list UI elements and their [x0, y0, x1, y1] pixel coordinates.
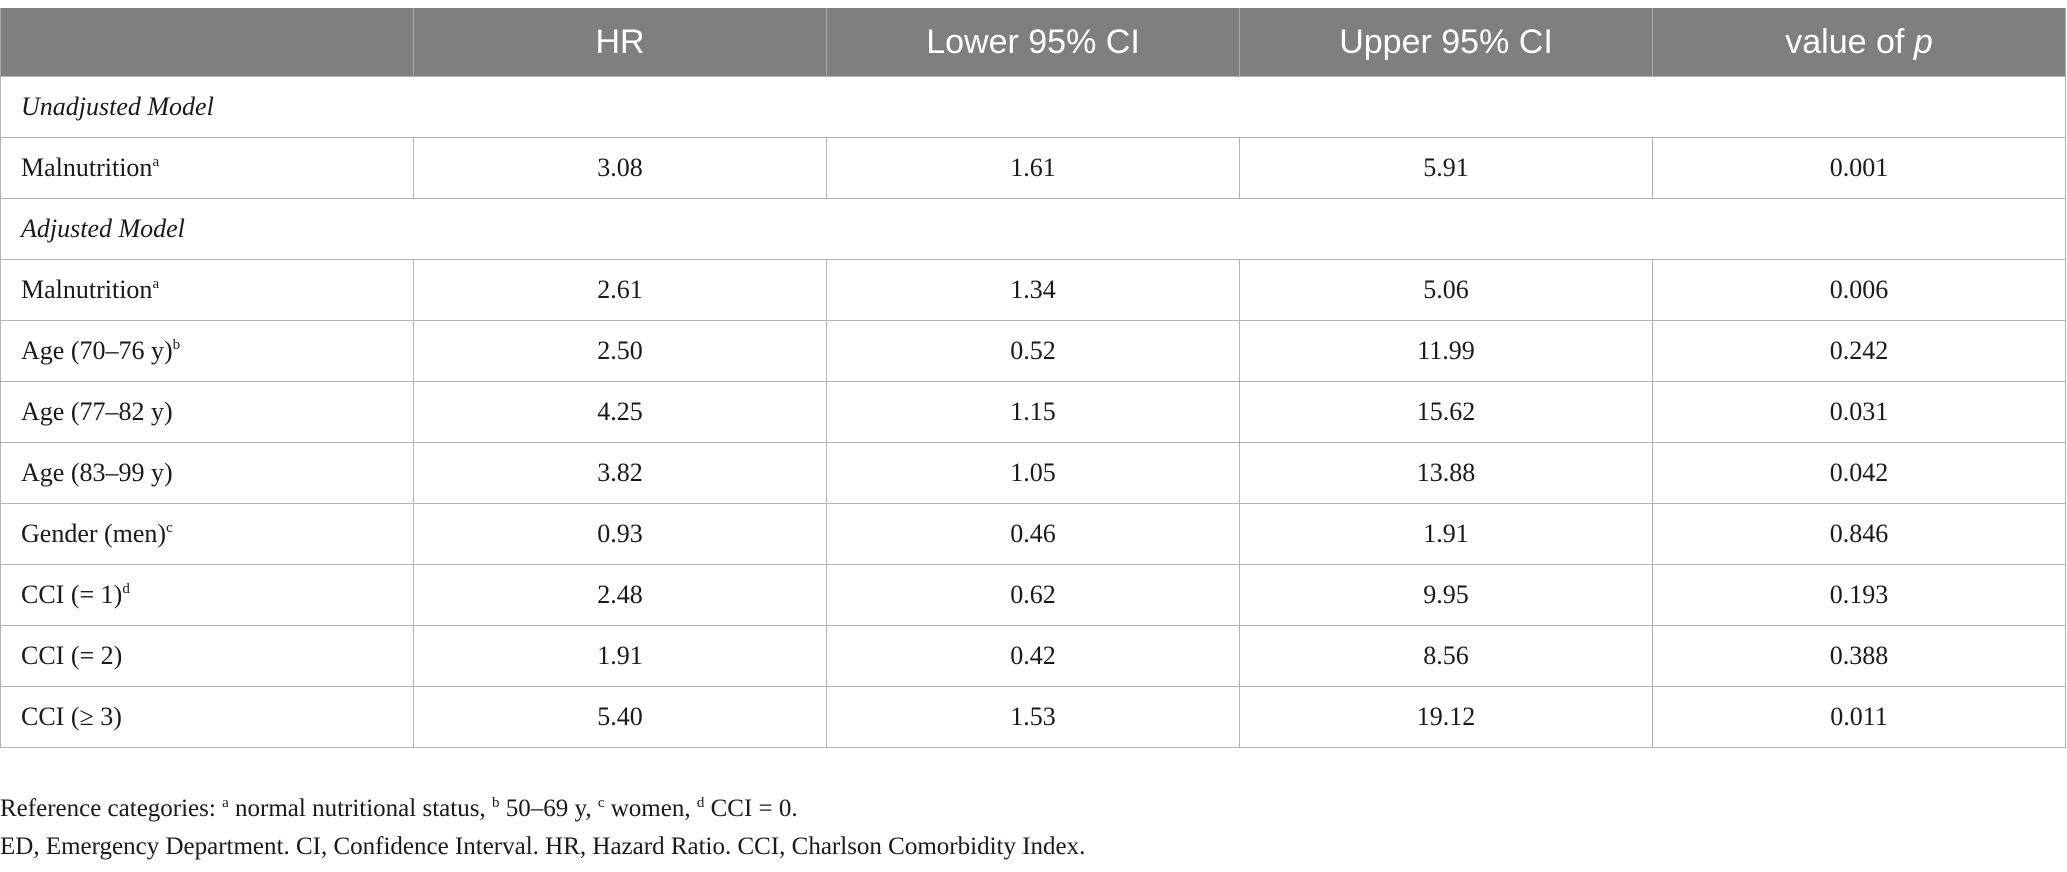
header-p-value-text: value of	[1785, 22, 1905, 61]
upper-ci-cell: 9.95	[1239, 564, 1653, 626]
hr-cell: 2.61	[413, 259, 827, 321]
table-row: CCI (≥ 3) 5.40 1.53 19.12 0.011	[0, 686, 2066, 748]
footnote-marker: d	[122, 581, 130, 597]
table-footnotes: Reference categories: a normal nutrition…	[0, 790, 2060, 866]
upper-ci-cell: 5.91	[1239, 137, 1653, 199]
p-value-cell: 0.001	[1652, 137, 2066, 199]
footnote-marker: c	[166, 520, 173, 536]
lower-ci-cell: 1.34	[826, 259, 1240, 321]
footnote-marker: b	[172, 337, 181, 353]
footnote-marker: a	[152, 276, 160, 292]
footnote-marker: d	[696, 795, 705, 811]
lower-ci-cell: 1.61	[826, 137, 1240, 199]
lower-ci-cell: 0.62	[826, 564, 1240, 626]
p-value-cell: 0.031	[1652, 381, 2066, 443]
upper-ci-cell: 11.99	[1239, 320, 1653, 382]
header-variable	[0, 8, 414, 77]
header-lower-ci: Lower 95% CI	[826, 8, 1240, 77]
hr-cell: 1.91	[413, 625, 827, 687]
p-value-cell: 0.011	[1652, 686, 2066, 748]
reference-categories-note: Reference categories: a normal nutrition…	[0, 790, 2060, 828]
hr-cell: 3.82	[413, 442, 827, 504]
p-value-cell: 0.006	[1652, 259, 2066, 321]
row-label-cell: CCI (≥ 3)	[0, 686, 414, 748]
row-label: Age (70–76 y)	[21, 336, 173, 365]
p-value-cell: 0.388	[1652, 625, 2066, 687]
header-upper-ci: Upper 95% CI	[1239, 8, 1653, 77]
upper-ci-cell: 1.91	[1239, 503, 1653, 565]
row-label: CCI (= 1)	[21, 580, 123, 609]
reference-item-text: normal nutritional status,	[228, 795, 492, 822]
reference-prefix: Reference categories:	[0, 795, 223, 822]
hr-cell: 4.25	[413, 381, 827, 443]
table-row: CCI (= 2) 1.91 0.42 8.56 0.388	[0, 625, 2066, 687]
row-label: Age (83–99 y)	[21, 458, 173, 487]
section-title: Unadjusted Model	[0, 76, 2066, 138]
header-row: HR Lower 95% CI Upper 95% CI value of p	[0, 8, 2066, 77]
abbreviations-note: ED, Emergency Department. CI, Confidence…	[0, 833, 1086, 860]
section-row: Unadjusted Model	[0, 76, 2066, 138]
row-label: Gender (men)	[21, 519, 167, 548]
table-row: Malnutritiona 3.08 1.61 5.91 0.001	[0, 137, 2066, 199]
table-row: CCI (= 1)d 2.48 0.62 9.95 0.193	[0, 564, 2066, 626]
row-label-cell: Age (70–76 y)b	[0, 320, 414, 382]
lower-ci-cell: 1.05	[826, 442, 1240, 504]
p-value-cell: 0.846	[1652, 503, 2066, 565]
lower-ci-cell: 1.53	[826, 686, 1240, 748]
reference-item-text: 50–69 y,	[499, 795, 598, 822]
row-label-cell: Gender (men)c	[0, 503, 414, 565]
table-row: Age (70–76 y)b 2.50 0.52 11.99 0.242	[0, 320, 2066, 382]
p-value-cell: 0.193	[1652, 564, 2066, 626]
hr-cell: 3.08	[413, 137, 827, 199]
footnote-marker: c	[597, 795, 605, 811]
table-row: Malnutritiona 2.61 1.34 5.06 0.006	[0, 259, 2066, 321]
upper-ci-cell: 19.12	[1239, 686, 1653, 748]
row-label-cell: Malnutritiona	[0, 259, 414, 321]
table-row: Gender (men)c 0.93 0.46 1.91 0.846	[0, 503, 2066, 565]
header-p-value: value of p	[1652, 8, 2066, 77]
row-label-cell: CCI (= 2)	[0, 625, 414, 687]
p-value-cell: 0.042	[1652, 442, 2066, 504]
reference-item-text: CCI = 0.	[704, 795, 798, 822]
row-label-cell: Age (77–82 y)	[0, 381, 414, 443]
footnote-marker: a	[222, 795, 229, 811]
row-label: Malnutrition	[21, 153, 153, 182]
header-p-symbol: p	[1913, 22, 1933, 61]
lower-ci-cell: 1.15	[826, 381, 1240, 443]
upper-ci-cell: 15.62	[1239, 381, 1653, 443]
hr-cell: 2.50	[413, 320, 827, 382]
header-hr: HR	[413, 8, 827, 77]
footnote-marker: b	[491, 795, 500, 811]
hr-cell: 0.93	[413, 503, 827, 565]
table-row: Age (83–99 y) 3.82 1.05 13.88 0.042	[0, 442, 2066, 504]
upper-ci-cell: 13.88	[1239, 442, 1653, 504]
section-title: Adjusted Model	[0, 198, 2066, 260]
upper-ci-cell: 8.56	[1239, 625, 1653, 687]
footnote-marker: a	[152, 154, 160, 170]
lower-ci-cell: 0.42	[826, 625, 1240, 687]
p-value-cell: 0.242	[1652, 320, 2066, 382]
reference-item-text: women,	[604, 795, 697, 822]
hr-cell: 2.48	[413, 564, 827, 626]
lower-ci-cell: 0.46	[826, 503, 1240, 565]
row-label-cell: Malnutritiona	[0, 137, 414, 199]
section-row: Adjusted Model	[0, 198, 2066, 260]
row-label-cell: CCI (= 1)d	[0, 564, 414, 626]
upper-ci-cell: 5.06	[1239, 259, 1653, 321]
row-label: CCI (= 2)	[21, 641, 123, 670]
row-label: Age (77–82 y)	[21, 397, 173, 426]
hr-cell: 5.40	[413, 686, 827, 748]
table-row: Age (77–82 y) 4.25 1.15 15.62 0.031	[0, 381, 2066, 443]
row-label-cell: Age (83–99 y)	[0, 442, 414, 504]
row-label: CCI (≥ 3)	[21, 702, 122, 731]
results-table: HR Lower 95% CI Upper 95% CI value of p …	[0, 8, 2066, 748]
lower-ci-cell: 0.52	[826, 320, 1240, 382]
row-label: Malnutrition	[21, 275, 153, 304]
